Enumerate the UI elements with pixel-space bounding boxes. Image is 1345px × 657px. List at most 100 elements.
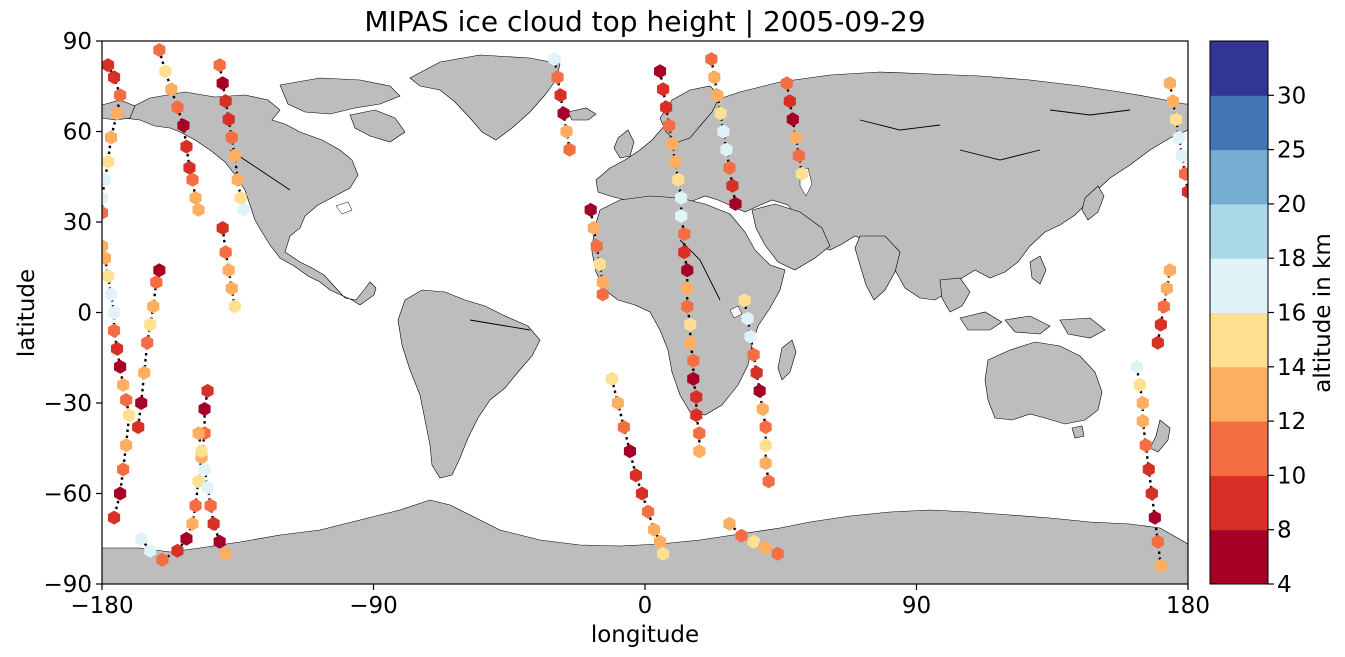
ice-cloud-marker: [786, 112, 799, 127]
ice-cloud-marker: [114, 359, 127, 374]
ice-cloud-marker: [681, 299, 694, 314]
ice-cloud-marker: [584, 202, 597, 217]
ice-cloud-marker: [216, 221, 229, 235]
ice-cloud-marker: [1166, 94, 1179, 109]
ice-cloud-marker: [666, 136, 679, 151]
ice-cloud-marker: [1163, 263, 1176, 278]
colorbar-tick-label: 14: [1277, 355, 1306, 381]
ice-cloud-marker: [123, 408, 136, 423]
y-tick-label: −30: [43, 391, 92, 417]
ice-cloud-marker: [192, 426, 205, 441]
ice-cloud-marker: [711, 88, 724, 103]
ice-cloud-marker: [105, 130, 118, 145]
ice-cloud-marker: [693, 426, 706, 441]
ice-cloud-marker: [228, 299, 241, 314]
colorbar-label: altitude in km: [1310, 233, 1336, 393]
ice-cloud-marker: [681, 281, 694, 296]
ice-cloud-marker: [792, 148, 805, 163]
ice-cloud-marker: [108, 305, 121, 320]
y-axis-ticks: −90 −60 −30 0 30 60 90: [43, 29, 102, 598]
land-new-guinea: [1059, 317, 1106, 339]
lake-great-lakes: [335, 201, 353, 215]
ice-cloud-marker: [207, 516, 220, 531]
colorbar-segment: [1210, 366, 1268, 422]
ice-cloud-marker: [1175, 148, 1188, 163]
land-indonesia-2: [1004, 315, 1051, 335]
ice-cloud-marker: [102, 205, 109, 220]
colorbar-tick-label: 16: [1277, 301, 1306, 327]
ice-cloud-marker: [159, 64, 172, 79]
ice-cloud-marker: [201, 480, 214, 495]
ice-cloud-marker: [741, 311, 754, 326]
ice-cloud-marker: [132, 420, 145, 435]
ice-cloud-marker: [1139, 438, 1152, 453]
ice-cloud-marker: [114, 88, 127, 103]
colorbar: 4 8 10 12 14 16 18 20 25 30: [1209, 40, 1306, 598]
x-axis-label: longitude: [591, 622, 699, 648]
ice-cloud-marker: [735, 528, 748, 543]
ice-cloud-marker: [1142, 462, 1155, 477]
ice-cloud-marker: [135, 531, 148, 546]
ice-cloud-marker: [105, 287, 118, 302]
ice-cloud-marker: [183, 160, 196, 175]
ice-cloud-marker: [177, 118, 190, 133]
ice-cloud-marker: [171, 100, 184, 115]
land-japan: [1081, 185, 1105, 221]
ice-cloud-marker: [780, 76, 793, 91]
ice-cloud-marker: [1151, 534, 1164, 549]
land-layer: [102, 54, 1188, 584]
ice-cloud-marker: [102, 190, 109, 205]
colorbar-segment: [1210, 475, 1268, 531]
satellite-track: [158, 49, 200, 211]
land-arabia: [751, 203, 831, 271]
colorbar-segment: [1210, 258, 1268, 313]
land-australia: [984, 341, 1103, 425]
satellite-track: [610, 378, 665, 555]
ice-cloud-marker: [222, 112, 235, 127]
ice-cloud-marker: [723, 160, 736, 175]
ice-cloud-marker: [102, 154, 115, 169]
ice-cloud-marker: [729, 196, 742, 211]
colorbar-tick-label: 4: [1277, 572, 1292, 598]
ice-cloud-marker: [723, 516, 736, 531]
ice-cloud-marker: [756, 402, 769, 416]
ice-cloud-marker: [657, 82, 670, 97]
colorbar-segment: [1210, 529, 1268, 585]
ice-cloud-marker: [596, 275, 609, 290]
ice-cloud-marker: [605, 371, 618, 386]
y-tick-label: 60: [63, 120, 92, 146]
ice-cloud-marker: [750, 365, 763, 380]
x-tick-label: −180: [70, 593, 133, 619]
land-tasmania: [1071, 425, 1085, 439]
land-south-america: [397, 289, 541, 479]
ice-cloud-marker: [213, 58, 226, 73]
ice-cloud-marker: [135, 396, 148, 410]
ice-cloud-marker: [102, 251, 112, 266]
satellite-track: [102, 64, 122, 213]
ice-cloud-marker: [687, 371, 700, 386]
ice-cloud-marker: [1172, 130, 1185, 145]
ice-cloud-marker: [654, 64, 667, 79]
x-tick-label: 0: [638, 593, 653, 619]
ice-cloud-marker: [213, 534, 226, 549]
x-tick-label: 180: [1166, 593, 1210, 619]
ice-cloud-marker: [551, 70, 564, 85]
ice-cloud-marker: [747, 347, 760, 362]
ice-cloud-marker: [165, 82, 178, 97]
ice-cloud-marker: [672, 172, 685, 187]
ice-cloud-marker: [675, 209, 688, 223]
ice-cloud-marker: [225, 130, 238, 145]
ice-cloud-marker: [663, 118, 676, 133]
ice-cloud-marker: [1181, 184, 1188, 199]
ice-cloud-marker: [687, 353, 700, 368]
ice-cloud-marker: [560, 124, 573, 139]
ice-cloud-marker: [102, 172, 112, 187]
land-greenland: [409, 54, 561, 141]
colorbar-segment: [1210, 95, 1268, 151]
colorbar-tick-label: 12: [1277, 409, 1306, 435]
ice-cloud-marker: [789, 130, 802, 145]
ice-cloud-marker: [611, 396, 624, 410]
ice-cloud-marker: [744, 329, 757, 344]
chart-title: MIPAS ice cloud top height | 2005-09-29: [364, 5, 925, 38]
